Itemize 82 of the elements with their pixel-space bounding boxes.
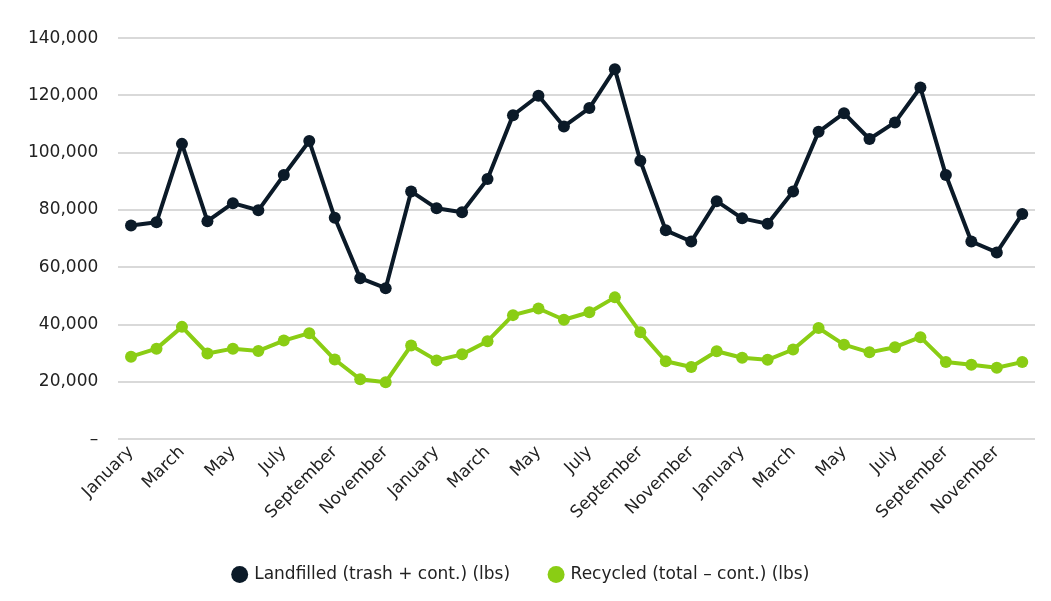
point: [125, 219, 138, 232]
point: [888, 341, 901, 354]
point: [379, 376, 392, 389]
point: [990, 246, 1003, 259]
point: [557, 313, 570, 326]
point: [125, 350, 138, 363]
point: [1016, 356, 1029, 369]
point: [965, 358, 978, 371]
point: [863, 133, 876, 146]
point: [226, 197, 239, 210]
point: [303, 327, 316, 340]
point: [354, 373, 367, 386]
point: [812, 125, 825, 138]
point: [303, 135, 316, 148]
point: [583, 102, 596, 115]
point: [710, 345, 723, 358]
point: [481, 173, 494, 186]
point: [736, 351, 749, 364]
point: [787, 343, 800, 356]
point: [201, 347, 214, 360]
point: [252, 204, 265, 217]
point: [659, 355, 672, 368]
y-tick-label: –: [89, 427, 99, 448]
point: [405, 185, 418, 198]
legend-label: Recycled (total – cont.) (lbs): [570, 562, 810, 583]
point: [1016, 208, 1029, 221]
point: [354, 272, 367, 285]
point: [481, 335, 494, 348]
point: [532, 302, 545, 315]
point: [634, 326, 647, 339]
point: [914, 81, 927, 94]
point: [863, 346, 876, 359]
point: [175, 137, 188, 150]
point: [608, 63, 621, 76]
point: [685, 360, 698, 373]
point: [456, 206, 469, 219]
legend-label: Landfilled (trash + cont.) (lbs): [254, 562, 511, 583]
point: [939, 169, 952, 182]
point: [838, 338, 851, 351]
point: [914, 331, 927, 344]
point: [226, 342, 239, 355]
y-tick-label: 140,000: [27, 26, 99, 47]
point: [405, 339, 418, 352]
point: [277, 169, 290, 182]
point: [430, 202, 443, 215]
point: [277, 334, 290, 347]
point: [634, 154, 647, 167]
point: [557, 120, 570, 133]
point: [659, 224, 672, 237]
point: [736, 212, 749, 225]
point: [888, 116, 901, 129]
point: [201, 215, 214, 228]
point: [990, 361, 1003, 374]
point: [150, 216, 163, 229]
point: [583, 306, 596, 319]
point: [965, 235, 978, 248]
point: [761, 217, 774, 230]
point: [328, 353, 341, 366]
point: [608, 291, 621, 304]
y-tick-label: 80,000: [38, 198, 99, 219]
point: [175, 320, 188, 333]
point: [328, 211, 341, 224]
y-tick-label: 120,000: [27, 83, 99, 104]
y-tick-label: 20,000: [38, 370, 99, 391]
point: [812, 322, 825, 335]
point: [506, 309, 519, 322]
point: [150, 342, 163, 355]
point: [939, 356, 952, 369]
point: [838, 107, 851, 120]
point: [252, 344, 265, 357]
y-tick-label: 100,000: [27, 141, 99, 162]
point: [685, 235, 698, 248]
point: [761, 353, 774, 366]
point: [710, 195, 723, 208]
point: [506, 109, 519, 122]
point: [430, 354, 443, 367]
y-tick-label: 40,000: [38, 313, 99, 333]
point: [456, 348, 469, 361]
y-tick-label: 60,000: [38, 255, 99, 276]
point: [787, 185, 800, 198]
point: [379, 282, 392, 295]
point: [532, 89, 545, 102]
